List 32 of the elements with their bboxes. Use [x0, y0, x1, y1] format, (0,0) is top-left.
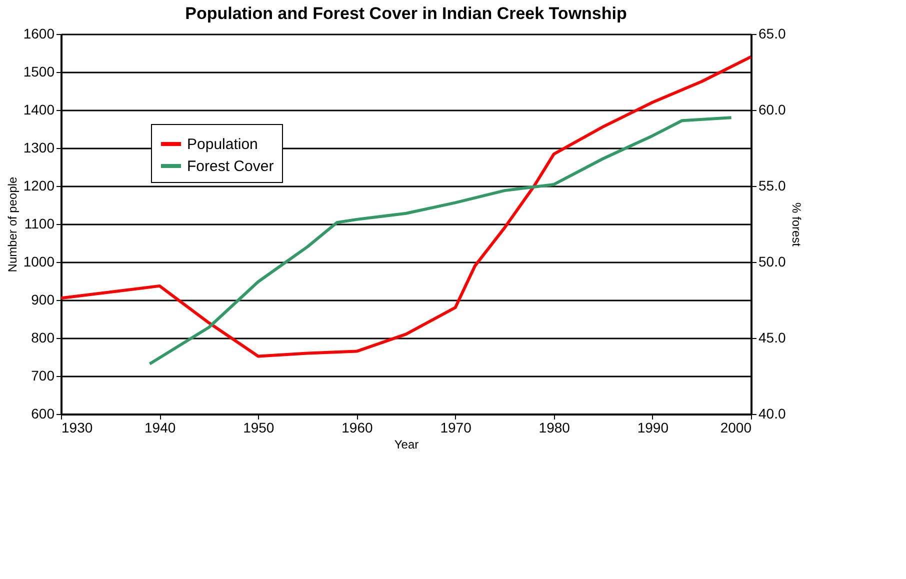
y-tick-label: 900	[31, 292, 55, 308]
y-tick-label: 1300	[23, 140, 55, 156]
y2-tick-label: 50.0	[758, 254, 786, 270]
y-tick-label: 800	[31, 330, 55, 346]
y-tick-label: 1500	[23, 64, 55, 80]
x-tick-label: 1950	[243, 420, 274, 436]
x-tick-label: 1940	[144, 420, 176, 436]
y2-tick-label: 40.0	[758, 406, 786, 422]
x-tick-label: 1980	[538, 420, 570, 436]
legend-label: Population	[187, 136, 258, 153]
legend-label: Forest Cover	[187, 158, 274, 175]
y2-axis-title: % forest	[790, 202, 804, 248]
y-tick-label: 1000	[23, 254, 55, 270]
y-tick-label: 1100	[24, 216, 55, 232]
y2-tick-label: 55.0	[758, 178, 786, 194]
y-tick-label: 1600	[23, 26, 55, 42]
x-tick-label: 1970	[440, 420, 472, 436]
x-tick-label: 1990	[637, 420, 669, 436]
x-tick-label: 1930	[62, 420, 93, 436]
y-tick-label: 700	[31, 368, 55, 384]
y2-tick-label: 45.0	[758, 330, 786, 346]
y-tick-label: 1400	[23, 102, 55, 118]
line-series	[148, 116, 733, 366]
y2-tick-label: 65.0	[758, 26, 786, 42]
x-tick-label: 1960	[342, 420, 373, 436]
x-axis-title: Year	[394, 438, 419, 452]
x-tick-label: 2000	[720, 420, 752, 436]
y-axis-title: Number of people	[5, 176, 20, 272]
y2-tick-label: 60.0	[758, 102, 786, 118]
chart-title: Population and Forest Cover in Indian Creek Township	[185, 4, 627, 23]
y-tick-label: 1200	[23, 178, 55, 194]
y-tick-label: 600	[31, 406, 55, 422]
